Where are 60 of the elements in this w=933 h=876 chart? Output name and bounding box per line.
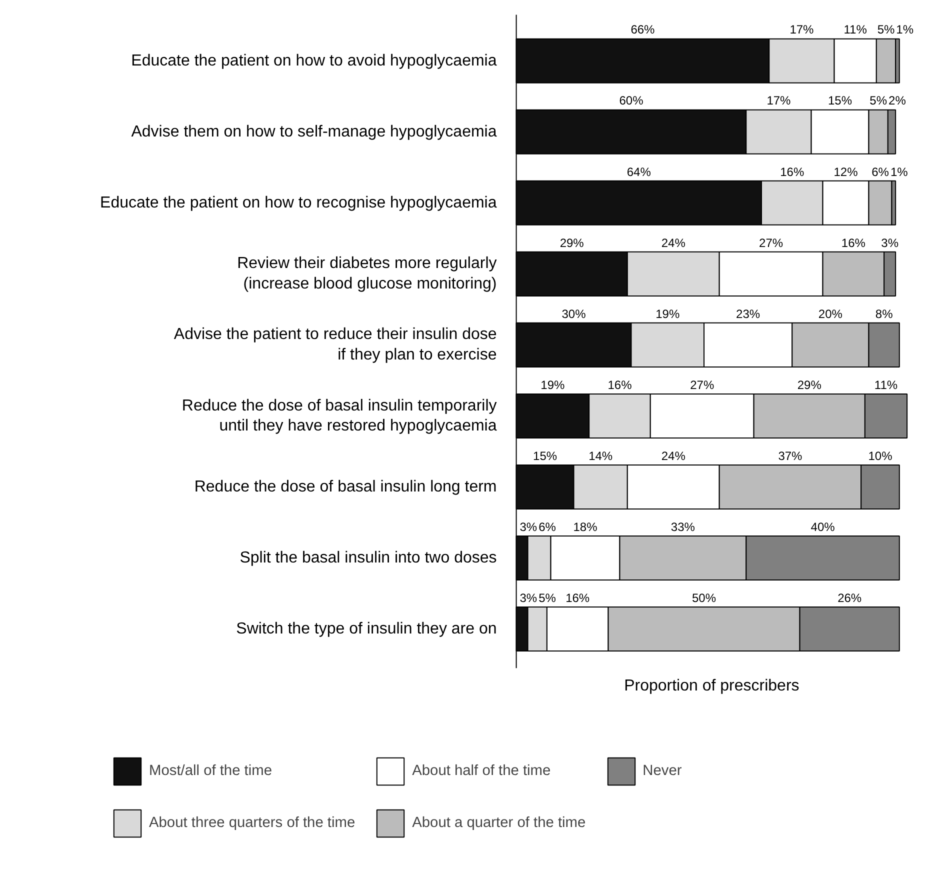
data-label: 64% [626, 164, 652, 179]
data-label: 29% [560, 236, 584, 250]
y-tick-label: Review their diabetes more regularly (increase blood glucose monitoring) [237, 255, 497, 293]
data-label: 19% [540, 378, 566, 392]
x-axis-title: Proportion of prescribers [624, 677, 800, 694]
data-label: 5% [870, 94, 888, 108]
data-label: 33% [670, 520, 696, 534]
data-label: 40% [810, 520, 836, 534]
y-tick-label: Split the basal insulin into two doses [240, 550, 497, 567]
data-label: 37% [778, 448, 803, 463]
data-label: 1% [890, 164, 908, 179]
y-tick-label: Advise them on how to self-manage hypoglycaemia [131, 123, 497, 140]
data-label: 17% [766, 94, 792, 108]
legend-label: Most/all of the time [149, 763, 272, 779]
data-label: 12% [834, 164, 858, 179]
data-label: 11% [844, 22, 868, 37]
data-label: 19% [656, 306, 680, 321]
y-tick-label: Educate the patient on how to avoid hypoglycaemia [131, 52, 497, 70]
data-label: 18% [573, 520, 598, 534]
data-label: 20% [818, 306, 843, 321]
data-label: 16% [841, 236, 866, 250]
y-tick-label: Reduce the dose of basal insulin temporarily until they have restored hypoglycaemia [182, 397, 497, 435]
data-label: 14% [588, 448, 613, 463]
data-label: 1% [896, 22, 914, 37]
data-label: 27% [690, 378, 714, 392]
data-label: 16% [780, 164, 804, 179]
data-label: 24% [661, 448, 686, 463]
y-tick-label: Advise the patient to reduce their insulin dose if they plan to exercise [174, 326, 497, 364]
data-label: 8% [875, 306, 894, 321]
legend-label: About half of the time [412, 763, 551, 779]
y-tick-label: Switch the type of insulin they are on [236, 620, 497, 638]
data-label: 15% [533, 448, 558, 463]
data-label: 16% [608, 378, 632, 392]
data-label: 27% [759, 236, 784, 250]
data-label: 30% [562, 306, 586, 321]
data-label: 66% [630, 22, 656, 37]
legend-label: Never [642, 763, 682, 779]
legend-label: About three quarters of the time [149, 815, 356, 831]
y-tick-label: Reduce the dose of basal insulin long term [194, 478, 497, 496]
data-label: 5% [877, 22, 895, 37]
data-label: 10% [868, 448, 893, 463]
data-label: 3% [520, 590, 538, 605]
data-label: 3% [881, 236, 899, 250]
data-label: 2% [888, 94, 906, 108]
data-label: 29% [797, 378, 822, 392]
data-label: 3% [520, 520, 538, 534]
data-label: 24% [661, 236, 686, 250]
data-label: 5% [538, 590, 556, 605]
data-label: 6% [872, 164, 890, 179]
data-label: 15% [828, 94, 852, 108]
data-label: 50% [692, 590, 716, 605]
legend-label: About a quarter of the time [412, 815, 586, 831]
y-tick-label: Educate the patient on how to recognise hypoglycaemia [100, 194, 497, 212]
data-label: 16% [566, 590, 590, 605]
data-label: 23% [736, 306, 760, 321]
data-label: 26% [838, 590, 862, 605]
data-label: 60% [619, 94, 644, 108]
data-label: 17% [790, 22, 814, 37]
data-label: 6% [538, 520, 556, 534]
data-label: 11% [874, 378, 898, 392]
